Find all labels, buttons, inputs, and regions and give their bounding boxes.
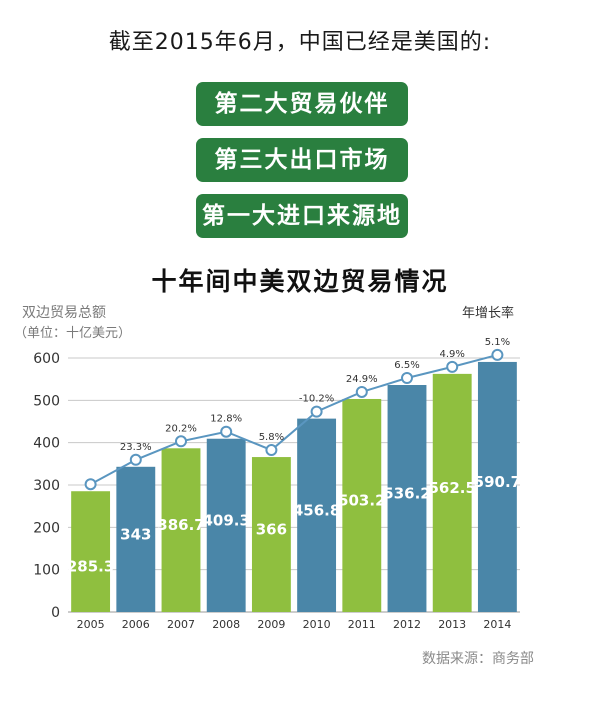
x-tick-label: 2012 [393, 618, 421, 631]
y-tick-label: 100 [33, 563, 60, 579]
y-tick-label: 500 [33, 393, 60, 409]
bar [342, 398, 382, 612]
y-tick-label: 0 [51, 605, 60, 621]
x-tick-label: 2010 [303, 618, 331, 631]
bar-value-label: 386.7 [157, 516, 204, 534]
growth-rate-value: 20.2% [165, 423, 197, 434]
growth-line [84, 348, 504, 491]
bar-value-label: 456.8 [293, 501, 340, 519]
x-tick-label: 2011 [348, 618, 376, 631]
growth-rate-value: 5.1% [485, 337, 510, 348]
growth-point [175, 435, 187, 448]
bar [387, 385, 427, 612]
bar-value-label: 409.3 [202, 511, 249, 529]
chart-title: 十年间中美双边贸易情况 [151, 267, 449, 296]
badge-second-trade-partner: 第二大贸易伙伴 [196, 82, 408, 126]
growth-point [129, 453, 142, 466]
x-tick-label: 2005 [77, 618, 105, 631]
growth-rate-value: 5.8% [259, 432, 284, 443]
x-tick-label: 2014 [483, 618, 511, 631]
growth-rate-value: 23.3% [120, 442, 152, 453]
badge-third-export-market: 第三大出口市场 [196, 138, 408, 182]
y-tick-label: 400 [33, 436, 60, 452]
bar-value-label: 366 [256, 521, 287, 539]
bar [477, 361, 517, 612]
growth-rate-value: 24.9% [346, 374, 378, 385]
x-tick-label: 2008 [212, 618, 240, 631]
bar [206, 438, 246, 612]
growth-point [220, 425, 233, 438]
data-source: 数据来源：商务部 [422, 651, 534, 667]
growth-point [446, 360, 459, 373]
growth-point [310, 405, 323, 418]
y-tick-label: 200 [33, 520, 60, 536]
bar-value-label: 343 [120, 525, 151, 543]
growth-point [84, 478, 97, 491]
bar [251, 457, 291, 612]
bar [71, 491, 111, 612]
intro-text: 截至2015年6月，中国已经是美国的: [108, 30, 492, 55]
bar-value-label: 536.2 [383, 485, 430, 503]
badge-first-import-source: 第一大进口来源地 [196, 194, 408, 238]
growth-line-path [90, 353, 498, 486]
bar [161, 448, 201, 612]
bar [297, 418, 337, 612]
y-tick-label: 300 [33, 478, 60, 494]
bar [116, 466, 156, 612]
growth-rate-label: 年增长率 [462, 305, 514, 321]
growth-point [265, 444, 278, 457]
x-tick-label: 2006 [122, 618, 150, 631]
x-tick-label: 2013 [438, 618, 466, 631]
growth-rate-value: 6.5% [394, 360, 419, 371]
bar-value-label: 562.5 [428, 479, 475, 497]
y-axis-title: 双边贸易总额 [22, 305, 106, 321]
bar-value-label: 590.7 [474, 473, 521, 491]
growth-point [355, 385, 368, 398]
growth-point [491, 348, 504, 361]
x-tick-label: 2009 [257, 618, 285, 631]
x-tick-label: 2007 [167, 618, 195, 631]
bar-value-label: 503.2 [338, 491, 385, 509]
growth-rate-value: 4.9% [439, 349, 464, 360]
bar-value-label: 285.3 [67, 558, 114, 576]
y-tick-label: 600 [33, 351, 60, 367]
bars [71, 361, 517, 612]
chart-labels: 双边贸易总额 （单位：十亿美元） 年增长率 0 100 200 300 400 500 600 28… [14, 305, 521, 631]
growth-rate-value: 12.8% [210, 414, 242, 425]
growth-rate-value: -10.2% [299, 394, 334, 405]
bar [432, 373, 472, 612]
y-axis-unit: （单位：十亿美元） [14, 326, 131, 341]
growth-point [401, 372, 413, 385]
